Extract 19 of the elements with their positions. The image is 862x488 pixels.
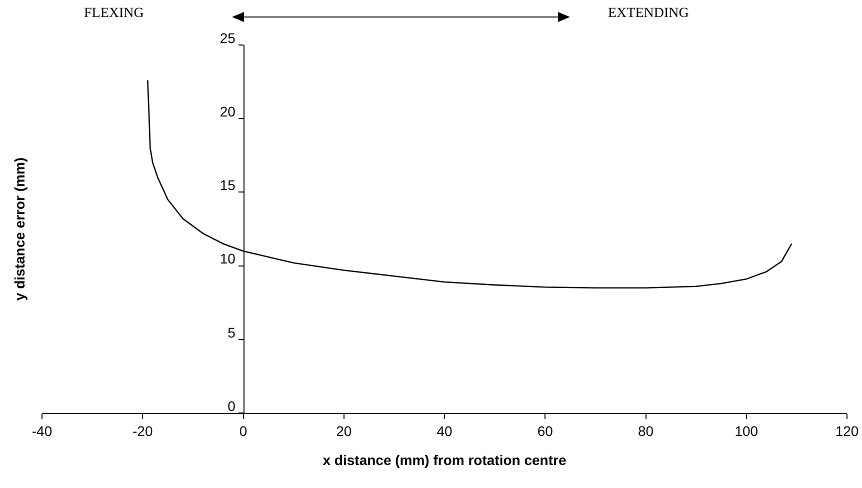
x-tick-label: 80 [638, 422, 654, 439]
x-tick-label: 20 [336, 422, 352, 439]
y-tick-label: 15 [220, 177, 236, 194]
y-tick-label: 5 [228, 324, 236, 340]
text: EXTENDING [608, 6, 689, 21]
text: FLEXING [84, 6, 144, 21]
x-tick-label: 0 [239, 422, 248, 439]
x-tick-label: 40 [436, 422, 452, 439]
x-tick-label: -40 [32, 422, 52, 439]
x-tick-label: 120 [835, 422, 859, 439]
y-tick-label: 25 [220, 30, 236, 46]
x-axis-title: x distance (mm) from rotation centre [322, 452, 566, 468]
x-tick-label: 100 [734, 422, 758, 439]
x-tick-label: -20 [132, 422, 153, 439]
y-tick-label: 20 [220, 104, 236, 120]
y-tick-label: 10 [220, 250, 236, 267]
y-tick-label: 0 [228, 398, 236, 414]
y-axis-title: y distance error (mm) [11, 157, 28, 301]
x-tick-label: 60 [537, 422, 554, 439]
